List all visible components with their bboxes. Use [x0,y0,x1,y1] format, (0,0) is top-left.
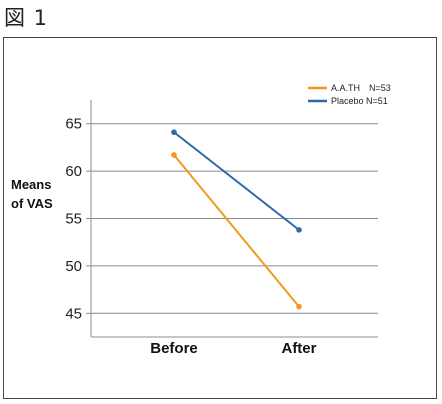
data-point [296,303,302,310]
x-category-label: Before [150,340,198,357]
y-tick-label: 55 [65,211,82,228]
series-line [173,154,300,308]
data-point [171,129,177,136]
y-axis-label: Means [11,177,51,192]
figure-label: 図 1 [4,6,49,30]
legend-label: A.A.TH N=53 [331,83,391,93]
y-tick-label: 60 [65,163,82,180]
y-tick-label: 50 [65,258,82,275]
data-point [171,152,177,158]
chart-frame [3,37,437,399]
y-axis-label: of VAS [11,196,53,211]
x-category-label: After [281,340,316,357]
series-line [173,131,300,231]
legend-label: Placebo N=51 [331,96,388,106]
y-tick-label: 45 [65,305,82,322]
data-point [296,227,302,233]
y-tick-label: 65 [65,116,82,133]
